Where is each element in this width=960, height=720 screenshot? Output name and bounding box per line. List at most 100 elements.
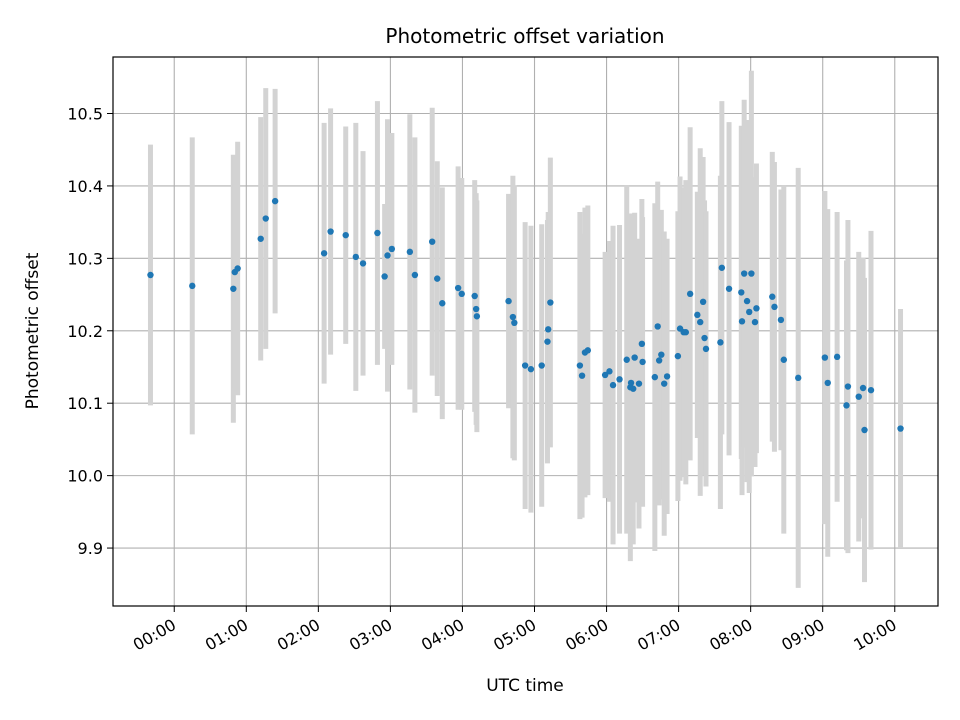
plot-frame [112, 56, 939, 607]
data-point [374, 229, 381, 237]
data-point [616, 376, 623, 383]
data-point [327, 228, 334, 235]
data-point [352, 253, 360, 261]
data-point [661, 380, 668, 387]
data-point [472, 305, 480, 313]
data-point [769, 293, 776, 300]
data-point [505, 297, 512, 305]
data-point [654, 323, 661, 330]
data-point [638, 340, 646, 348]
data-point [897, 425, 904, 432]
data-point [697, 318, 704, 326]
data-point [780, 356, 788, 363]
data-point [623, 356, 630, 363]
data-point [844, 383, 852, 390]
y-tick-label: 10.0 [67, 467, 103, 486]
data-point [651, 373, 659, 381]
data-point [609, 381, 617, 389]
data-point [509, 313, 517, 321]
data-point [738, 289, 745, 296]
data-point [147, 271, 154, 279]
data-point [434, 275, 441, 282]
data-point [521, 362, 529, 369]
data-points [147, 197, 904, 434]
y-tick-label: 10.5 [67, 104, 103, 123]
data-point [230, 285, 237, 292]
data-point [855, 393, 862, 400]
data-point [771, 303, 778, 311]
data-point [538, 362, 545, 369]
data-point [471, 292, 478, 300]
data-point [388, 245, 396, 253]
data-point [635, 380, 643, 387]
data-point [725, 285, 733, 292]
data-point [833, 353, 841, 361]
data-point [262, 215, 269, 222]
data-point [584, 347, 592, 354]
data-point [630, 385, 637, 392]
y-tick-label: 10.4 [67, 177, 103, 196]
data-point [384, 252, 391, 259]
data-point [631, 354, 638, 361]
data-point [257, 235, 264, 242]
data-point [824, 379, 831, 387]
data-point [381, 273, 388, 280]
data-point [473, 313, 481, 320]
data-point [663, 373, 671, 380]
y-tick-label: 10.1 [67, 394, 103, 413]
data-point [821, 354, 829, 361]
data-point [271, 197, 279, 205]
data-point [738, 318, 746, 325]
data-point [867, 386, 875, 394]
y-tick-label: 9.9 [78, 539, 103, 558]
data-point [674, 352, 682, 360]
y-axis-label: Photometric offset [23, 252, 43, 409]
data-point [682, 329, 690, 336]
data-point [406, 248, 414, 256]
y-tick-label: 10.3 [67, 249, 103, 268]
data-point [458, 290, 465, 298]
data-point [601, 371, 609, 379]
data-point [843, 402, 850, 409]
data-point [189, 282, 196, 290]
data-point [639, 358, 646, 366]
data-point [511, 319, 518, 327]
data-point [861, 426, 868, 434]
y-axis: 9.9 10.0 10.1 10.2 10.3 10.4 10.5 [67, 104, 113, 558]
data-point [686, 290, 694, 298]
data-point [320, 250, 328, 257]
data-point [743, 297, 751, 305]
data-point [746, 308, 753, 316]
data-point [428, 238, 436, 245]
data-point [655, 357, 663, 364]
data-point [753, 305, 760, 312]
data-point [658, 351, 665, 358]
data-point [717, 339, 724, 346]
data-point [702, 345, 710, 353]
x-axis-label: UTC time [486, 676, 564, 696]
data-point [859, 384, 867, 392]
data-point [576, 362, 584, 369]
data-point [527, 365, 535, 373]
data-point [547, 299, 554, 306]
chart-title: Photometric offset variation [385, 24, 664, 48]
data-point [748, 270, 755, 277]
data-point [699, 298, 707, 306]
data-point [627, 379, 635, 387]
data-point [777, 316, 785, 324]
data-point [718, 264, 726, 271]
data-point [439, 300, 446, 307]
data-point [795, 374, 802, 382]
y-tick-label: 10.2 [67, 322, 103, 341]
data-point [694, 311, 701, 319]
data-point [454, 284, 462, 292]
data-point [411, 271, 419, 279]
data-point [544, 338, 551, 345]
data-point [234, 265, 241, 272]
data-point [342, 231, 349, 239]
data-point [578, 372, 586, 379]
data-point [606, 368, 613, 375]
data-point [701, 334, 708, 342]
